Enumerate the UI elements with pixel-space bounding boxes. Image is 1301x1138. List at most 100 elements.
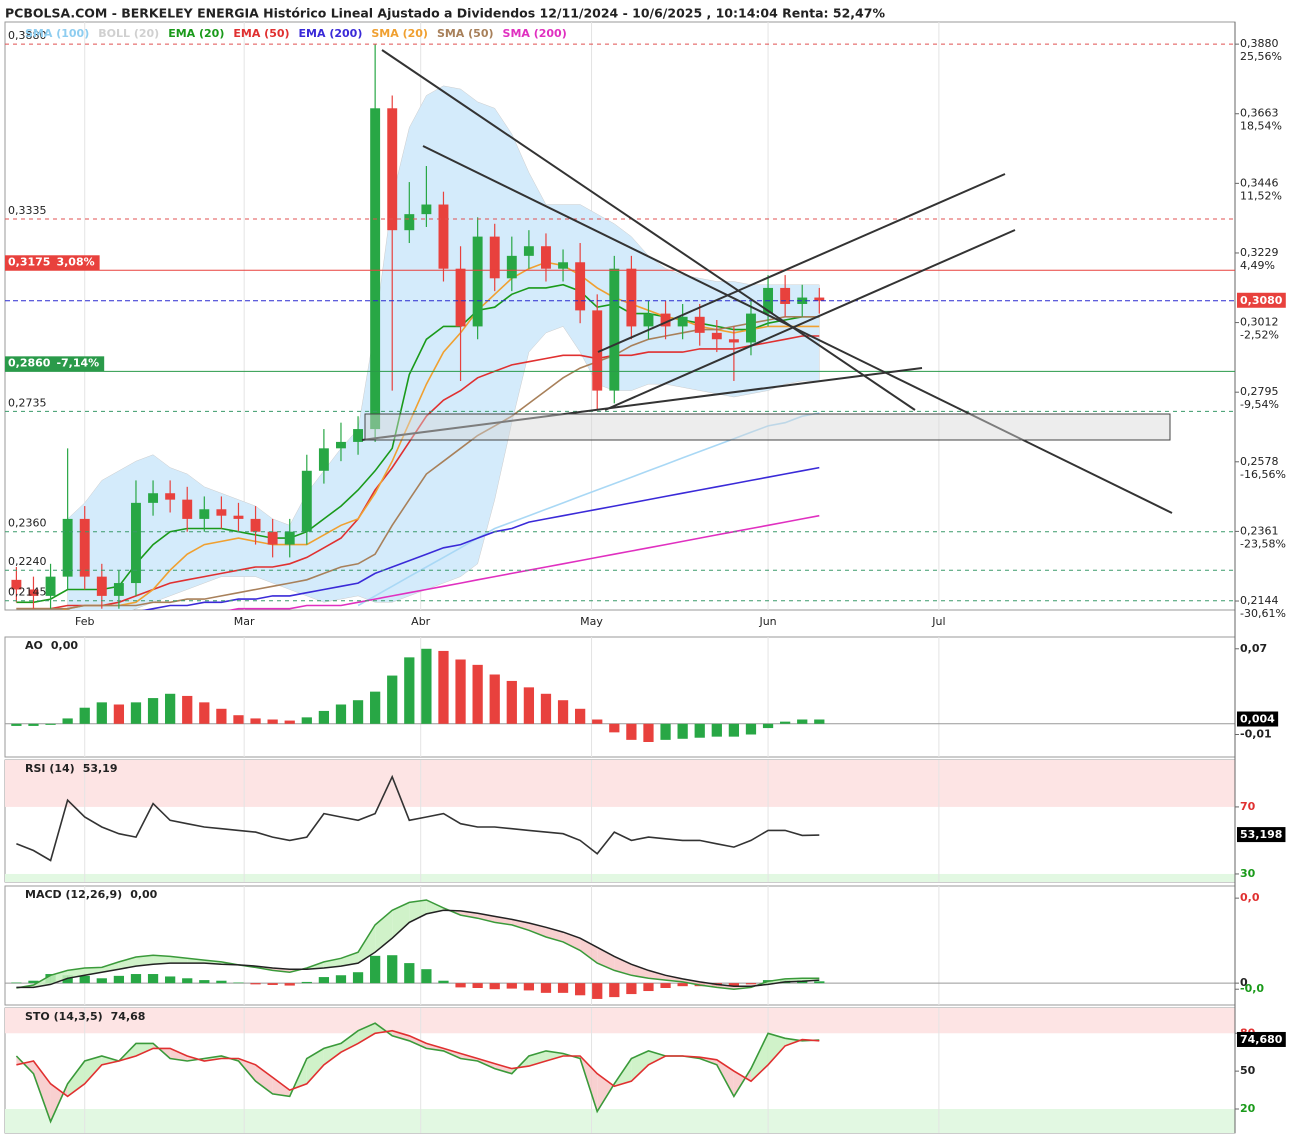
legend-item: EMA (20) (168, 27, 224, 40)
candle-body (387, 108, 398, 231)
histogram-bar (438, 980, 449, 984)
y-tick-label: 0,2578 (1240, 455, 1279, 468)
bar (643, 723, 654, 742)
panel (5, 760, 1235, 882)
bar (780, 721, 791, 724)
candle-body (199, 509, 210, 519)
histogram-bar (523, 983, 535, 991)
candle-body (131, 502, 141, 584)
histogram-bar (11, 982, 22, 984)
candle-body (301, 470, 312, 532)
candle-body (353, 429, 364, 442)
level-label: 0,3335 (8, 204, 47, 217)
x-tick-label: Jun (758, 615, 776, 628)
panel (5, 637, 1235, 757)
bar (96, 702, 107, 724)
bar (370, 691, 381, 724)
fill-between (768, 1033, 786, 1065)
y-tick-pct: -2,52% (1240, 329, 1279, 342)
y-tick-label: 0,3229 (1240, 246, 1279, 259)
candle-body (694, 316, 705, 333)
bar (455, 659, 466, 724)
candle-body (421, 204, 432, 215)
panel (11, 22, 940, 610)
bar (694, 723, 705, 738)
indicator-value: 0,00 (51, 639, 78, 652)
bar (318, 710, 330, 724)
candle-body (660, 313, 671, 327)
histogram-bar (677, 983, 688, 987)
indicator-value: 74,68 (111, 1010, 146, 1023)
legend-item: EMA (50) (233, 27, 289, 40)
histogram-bar (643, 983, 654, 992)
y-tick-label: 0,0 (1240, 891, 1260, 904)
candle-body (609, 268, 620, 391)
histogram-bar (352, 972, 364, 984)
candle-body (96, 576, 107, 596)
histogram-bar (199, 980, 210, 984)
candle-body (438, 204, 449, 269)
bar (745, 723, 757, 735)
bar (216, 708, 227, 724)
y-tick-label: 0,2144 (1240, 594, 1279, 607)
candle-body (541, 246, 551, 269)
histogram-bar (335, 975, 347, 984)
fill-between (50, 970, 68, 985)
legend-item: SMA (50) (437, 27, 494, 40)
fill-between (494, 1063, 512, 1074)
fill-between (375, 910, 393, 953)
fill-between (101, 1055, 119, 1065)
histogram-bar (96, 978, 107, 984)
legend-item: EMA (200) (299, 27, 363, 40)
fill-between (358, 1023, 376, 1044)
candle-body (472, 236, 483, 327)
histogram-bar (284, 983, 295, 986)
overbought-zone (5, 1008, 1235, 1034)
indicator-line (16, 899, 820, 990)
candle-body (113, 583, 124, 596)
histogram-bar (28, 980, 39, 984)
histogram-bar (814, 981, 825, 984)
fill-between (768, 978, 786, 985)
candle-body (216, 509, 227, 516)
candle-body (814, 297, 825, 301)
bar (797, 719, 808, 724)
label-box (1237, 827, 1286, 843)
bar (626, 723, 637, 740)
candle-body (370, 108, 381, 430)
oversold-zone (5, 873, 1235, 882)
histogram-bar (79, 975, 90, 984)
fill-between (306, 1048, 324, 1084)
histogram-bar (233, 982, 244, 984)
panel (5, 886, 1235, 1005)
y-tick-label: 0,2795 (1240, 385, 1279, 398)
candle-body (182, 499, 193, 519)
candle-body (728, 339, 739, 343)
histogram-bar (592, 983, 603, 999)
panel (5, 1008, 1235, 1133)
legend-item: SMA (200) (503, 27, 567, 40)
y-tick-label: 30 (1240, 867, 1256, 880)
bar (284, 720, 295, 724)
bar (335, 704, 347, 724)
fill-between (631, 964, 649, 979)
bar (301, 717, 312, 724)
histogram-bar (130, 974, 142, 984)
bar (233, 715, 244, 724)
fill-between (409, 899, 427, 923)
indicator-title: AO (25, 639, 43, 652)
fill-between (255, 1064, 273, 1094)
ma-line (141, 466, 820, 610)
histogram-bar (472, 983, 483, 988)
x-tick-label: Abr (411, 615, 431, 628)
fill-between (750, 1033, 769, 1082)
trendline (422, 145, 1173, 514)
y-tick-label: 0,07 (1240, 642, 1267, 655)
histogram-bar (455, 983, 466, 988)
label-box (1237, 1031, 1286, 1047)
fill-between (699, 981, 717, 988)
fill-between (614, 956, 632, 976)
bar (540, 693, 552, 724)
bar (421, 648, 432, 724)
